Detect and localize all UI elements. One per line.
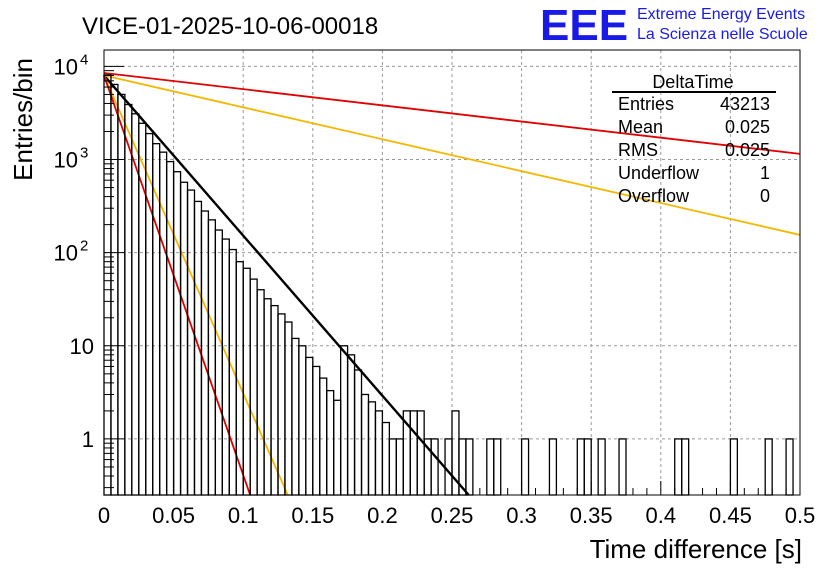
stats-row-value: 0.025 [725, 140, 770, 160]
y-tick-exponent: 3 [80, 145, 88, 162]
stats-row-value: 43213 [720, 94, 770, 114]
x-tick-label: 0 [98, 503, 110, 528]
stats-row-label: Underflow [618, 163, 700, 183]
logo-line1: Extreme Energy Events [637, 6, 805, 23]
y-tick-exponent: 2 [80, 238, 88, 255]
stats-box-title: DeltaTime [652, 72, 733, 92]
series-orange-upper [103, 74, 801, 236]
x-tick-label: 0.3 [506, 503, 537, 528]
series-fit [103, 74, 470, 496]
stats-row-value: 0.025 [725, 117, 770, 137]
stats-row-value: 1 [760, 163, 770, 183]
y-tick-label: 1 [82, 427, 94, 452]
logo-line2: La Scienza nelle Scuole [637, 26, 808, 43]
x-axis-label: Time difference [s] [590, 534, 802, 564]
y-tick-exponent: 4 [80, 51, 88, 68]
series-red-upper [103, 72, 801, 155]
x-tick-label: 0.2 [367, 503, 398, 528]
x-tick-label: 0.1 [228, 503, 259, 528]
stats-row-label: Entries [618, 94, 674, 114]
stats-row-value: 0 [760, 186, 770, 206]
x-tick-label: 0.15 [291, 503, 334, 528]
stats-row-label: Overflow [618, 186, 690, 206]
y-axis-label: Entries/bin [8, 58, 38, 181]
x-tick-label: 0.25 [431, 503, 474, 528]
chart-title: VICE-01-2025-10-06-00018 [82, 13, 378, 40]
y-tick-label: 10 [54, 241, 78, 266]
axes: 0 0.05 0.1 0.15 0.2 0.25 0.3 0.35 0.4 0.45 0.51101… [54, 49, 816, 528]
series-red-lower [103, 75, 252, 496]
plot-frame [103, 49, 801, 496]
y-tick-label: 10 [54, 54, 78, 79]
x-tick-label: 0.05 [152, 503, 195, 528]
y-tick-label: 10 [54, 148, 78, 173]
stats-row-label: RMS [618, 140, 658, 160]
y-tick-label: 10 [70, 334, 94, 359]
x-tick-label: 0.4 [646, 503, 677, 528]
logo-mark: EEE [540, 1, 628, 50]
stats-row-label: Mean [618, 117, 663, 137]
x-tick-label: 0.45 [709, 503, 752, 528]
eee-logo: EEE Extreme Energy Events La Scienza nel… [540, 1, 808, 50]
x-tick-label: 0.35 [570, 503, 613, 528]
x-tick-label: 0.5 [785, 503, 816, 528]
